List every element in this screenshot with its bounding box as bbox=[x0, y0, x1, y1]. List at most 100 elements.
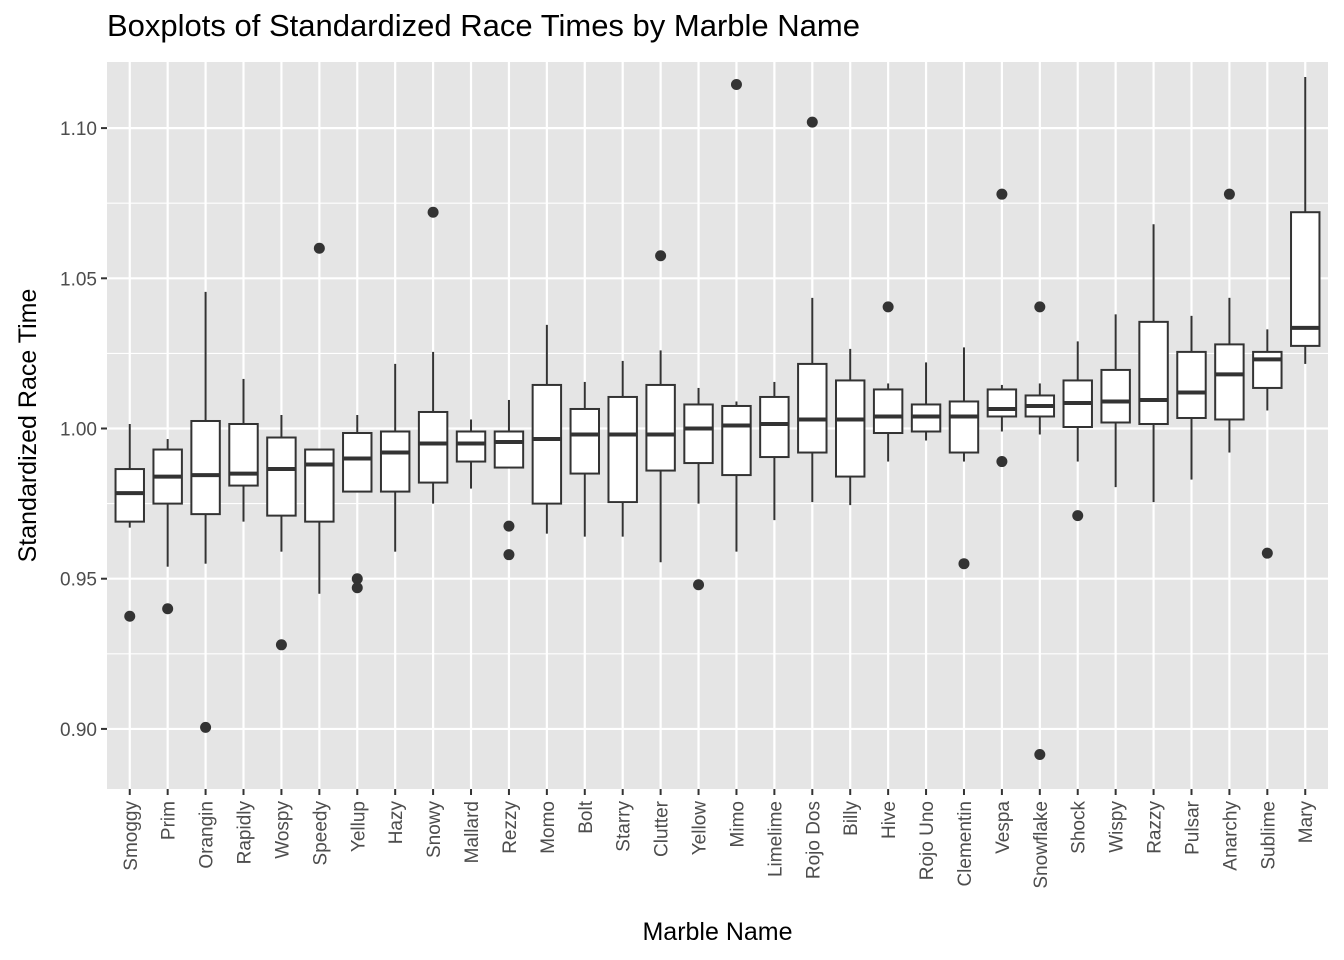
box-rapidly bbox=[228, 378, 259, 522]
box-starry bbox=[607, 360, 638, 537]
outlier-point bbox=[806, 116, 818, 128]
box-hive bbox=[872, 301, 904, 462]
box-wospy bbox=[266, 414, 297, 651]
outlier-point bbox=[275, 639, 287, 651]
x-tick-label: Smoggy bbox=[121, 801, 142, 871]
box-mimo bbox=[721, 79, 752, 552]
x-tick-label: Snowy bbox=[424, 801, 445, 859]
box-bolt bbox=[569, 381, 601, 537]
x-tick-label: Clutter bbox=[652, 800, 673, 857]
outlier-point bbox=[503, 549, 515, 561]
chart-title: Boxplots of Standardized Race Times by M… bbox=[107, 8, 860, 43]
outlier-point bbox=[1072, 510, 1084, 522]
box-snowy bbox=[417, 206, 449, 504]
boxes-layer bbox=[114, 77, 1321, 760]
box-rojo-uno bbox=[910, 362, 942, 441]
box-iqr bbox=[1252, 350, 1283, 389]
outlier-point bbox=[351, 573, 363, 585]
outlier-point bbox=[996, 456, 1008, 468]
box-clutter bbox=[645, 250, 676, 563]
x-tick-label: Wospy bbox=[272, 801, 293, 859]
box-iqr bbox=[342, 432, 373, 493]
box-orangin bbox=[190, 291, 221, 733]
outlier-point bbox=[1034, 748, 1046, 760]
plot-panel bbox=[107, 62, 1328, 789]
x-tick-label: Razzy bbox=[1145, 801, 1166, 854]
outlier-point bbox=[313, 242, 325, 254]
box-prim bbox=[152, 439, 183, 615]
x-tick-label: Vespa bbox=[993, 801, 1014, 854]
box-iqr bbox=[1214, 343, 1245, 421]
x-tick-label: Speedy bbox=[310, 801, 331, 866]
box-iqr bbox=[455, 430, 487, 463]
outlier-point bbox=[200, 721, 212, 733]
box-iqr bbox=[872, 388, 904, 435]
outlier-point bbox=[351, 582, 363, 594]
x-tick-label: Rapidly bbox=[235, 801, 256, 865]
box-pulsar bbox=[1176, 315, 1207, 480]
y-tick-label: 1.00 bbox=[60, 420, 97, 441]
box-iqr bbox=[417, 410, 449, 484]
box-razzy bbox=[1138, 224, 1169, 503]
outlier-point bbox=[996, 188, 1008, 200]
x-tick-label: Anarchy bbox=[1220, 801, 1241, 871]
outlier-point bbox=[427, 206, 439, 218]
box-mallard bbox=[455, 419, 487, 489]
x-tick-label: Yellow bbox=[690, 801, 711, 856]
x-tick-label: Shock bbox=[1069, 801, 1090, 854]
outlier-point bbox=[1034, 301, 1046, 313]
box-iqr bbox=[531, 383, 563, 505]
box-yellup bbox=[342, 414, 373, 594]
box-iqr bbox=[493, 430, 525, 469]
x-tick-label: Momo bbox=[538, 801, 559, 854]
box-iqr bbox=[114, 468, 145, 523]
y-tick-label: 1.05 bbox=[60, 269, 97, 290]
y-axis-title: Standardized Race Time bbox=[14, 289, 42, 563]
x-tick-label: Clementin bbox=[955, 801, 976, 887]
x-tick-label: Yellup bbox=[348, 801, 369, 852]
box-iqr bbox=[721, 404, 752, 477]
box-hazy bbox=[379, 363, 411, 552]
outlier-point bbox=[1223, 188, 1235, 200]
box-iqr bbox=[948, 400, 980, 454]
x-tick-label: Wispy bbox=[1107, 801, 1128, 853]
box-limelime bbox=[759, 381, 790, 521]
outlier-point bbox=[958, 558, 970, 570]
box-iqr bbox=[759, 395, 790, 459]
x-tick-label: Rojo Uno bbox=[917, 801, 938, 880]
box-anarchy bbox=[1214, 188, 1245, 453]
x-tick-label: Pulsar bbox=[1182, 800, 1203, 855]
box-iqr bbox=[228, 422, 259, 487]
box-momo bbox=[531, 324, 563, 534]
y-tick-label: 0.95 bbox=[60, 570, 97, 591]
x-tick-label: Mallard bbox=[462, 801, 483, 863]
box-iqr bbox=[986, 388, 1018, 418]
y-tick-label: 1.10 bbox=[60, 119, 97, 140]
box-iqr bbox=[1138, 320, 1169, 425]
outlier-point bbox=[730, 79, 742, 91]
x-tick-label: Snowflake bbox=[1031, 801, 1052, 889]
y-tick-label: 0.90 bbox=[60, 720, 97, 741]
box-smoggy bbox=[114, 423, 145, 622]
x-axis: Smoggy Prim Orangin Rapidly Wospy Speedy Yellu… bbox=[121, 789, 1317, 889]
y-axis: 0.90 0.95 1.00 1.05 1.10 bbox=[60, 119, 107, 741]
x-tick-label: Prim bbox=[159, 801, 180, 840]
box-iqr bbox=[645, 383, 676, 472]
x-tick-label: Hazy bbox=[386, 801, 407, 845]
box-iqr bbox=[1290, 211, 1321, 347]
outlier-point bbox=[162, 603, 174, 615]
box-sublime bbox=[1252, 329, 1283, 559]
box-iqr bbox=[834, 379, 866, 478]
box-iqr bbox=[607, 395, 638, 504]
box-rezzy bbox=[493, 399, 525, 561]
box-clementin bbox=[948, 347, 980, 570]
box-iqr bbox=[1176, 350, 1207, 419]
box-iqr bbox=[304, 448, 335, 523]
box-iqr bbox=[797, 362, 828, 454]
x-axis-title: Marble Name bbox=[642, 918, 792, 946]
box-mary bbox=[1290, 77, 1321, 364]
box-iqr bbox=[379, 430, 411, 493]
outlier-point bbox=[655, 250, 667, 262]
x-tick-label: Mary bbox=[1296, 801, 1317, 844]
